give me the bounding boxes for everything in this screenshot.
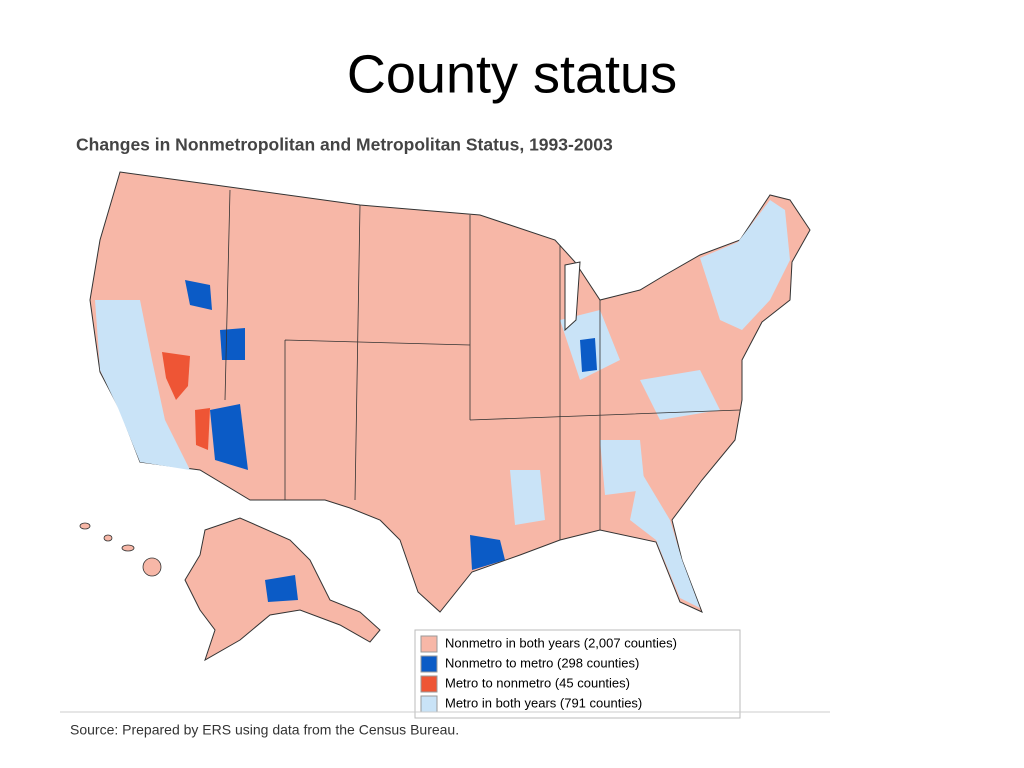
- legend-swatch: [420, 655, 438, 673]
- metro-to-nonmetro-area: [162, 352, 190, 400]
- metro-region: [640, 370, 720, 420]
- contiguous-us: [89, 171, 811, 613]
- metro-region: [630, 470, 700, 608]
- legend-label: Metro in both years (791 counties): [445, 695, 642, 710]
- nonmetro-to-metro-area: [470, 535, 505, 570]
- legend-swatch: [420, 635, 438, 653]
- metro-region: [510, 470, 545, 525]
- source-note: Source: Prepared by ERS using data from …: [70, 722, 459, 738]
- slide-title: County status: [347, 44, 677, 104]
- map-subtitle: Changes in Nonmetropolitan and Metropoli…: [76, 135, 613, 155]
- legend-label: Metro to nonmetro (45 counties): [445, 675, 630, 690]
- legend-label: Nonmetro in both years (2,007 counties): [445, 635, 677, 650]
- hawaii: [79, 522, 162, 577]
- nonmetro-to-metro-area: [220, 328, 245, 360]
- nonmetro-to-metro-area: [580, 338, 597, 372]
- metro-region: [600, 440, 645, 495]
- nonmetro-to-metro-area: [265, 575, 298, 602]
- metro-region: [700, 200, 790, 330]
- legend-swatch: [420, 695, 438, 713]
- nonmetro-to-metro-area: [185, 280, 212, 310]
- legend: Nonmetro in both years (2,007 counties) N…: [414, 629, 741, 719]
- us-map: [79, 171, 811, 662]
- lake-michigan: [564, 261, 581, 332]
- legend-label: Nonmetro to metro (298 counties): [445, 655, 639, 670]
- nonmetro-to-metro-area: [210, 404, 248, 470]
- legend-box: [414, 629, 741, 719]
- legend-swatch: [420, 675, 438, 693]
- metro-region: [95, 300, 190, 470]
- state-borders: [224, 189, 741, 540]
- metro-to-nonmetro-area: [195, 408, 210, 450]
